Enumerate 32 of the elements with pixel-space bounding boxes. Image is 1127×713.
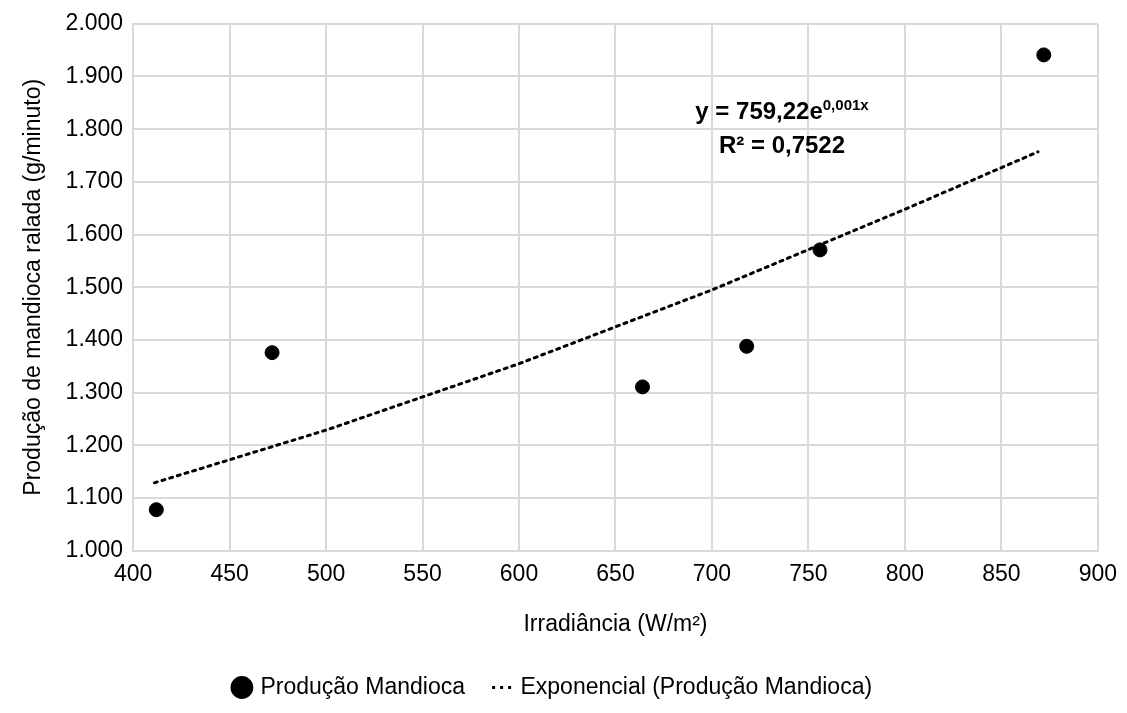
y-tick-label: 1.700: [65, 167, 124, 194]
x-tick-label: 650: [596, 559, 635, 586]
x-tick-label: 600: [499, 559, 539, 586]
y-tick-label: 1.200: [65, 430, 124, 457]
legend-label: Produção Mandioca: [260, 672, 466, 699]
x-axis-title: Irradiância (W/m²): [523, 609, 708, 636]
y-axis-title: Produção de mandioca ralada (g/minuto): [19, 78, 46, 496]
annotation: y = 759,22e$^{0,001x}$: [695, 95, 869, 126]
x-tick-label: 750: [789, 559, 828, 586]
x-tick-label: 800: [885, 559, 925, 586]
y-tick-label: 1.800: [65, 114, 124, 141]
y-tick-label: 1.300: [65, 378, 124, 405]
x-tick-label: 450: [210, 559, 249, 586]
point: [148, 502, 164, 518]
point: [739, 338, 755, 354]
x-tick-label: 500: [306, 559, 346, 586]
point: [264, 345, 280, 361]
legend-label: Exponencial (Produção Mandioca): [520, 672, 873, 699]
point: [1036, 47, 1052, 63]
x-tick-label: 850: [982, 559, 1021, 586]
point: [635, 379, 650, 395]
x-tick-label: 700: [692, 559, 732, 586]
x-tick-label: 550: [403, 559, 442, 586]
y-tick-label: 2.000: [65, 9, 124, 36]
y-tick-label: 1.500: [65, 272, 124, 299]
y-tick-label: 1.900: [65, 61, 124, 88]
y-tick-label: 1.600: [65, 219, 124, 246]
y-tick-label: 1.100: [65, 483, 124, 510]
x-tick-label: 900: [1078, 559, 1117, 586]
annotation: R² = 0,7522: [717, 130, 847, 160]
point: [812, 242, 828, 258]
y-tick-label: 1.400: [65, 325, 124, 352]
